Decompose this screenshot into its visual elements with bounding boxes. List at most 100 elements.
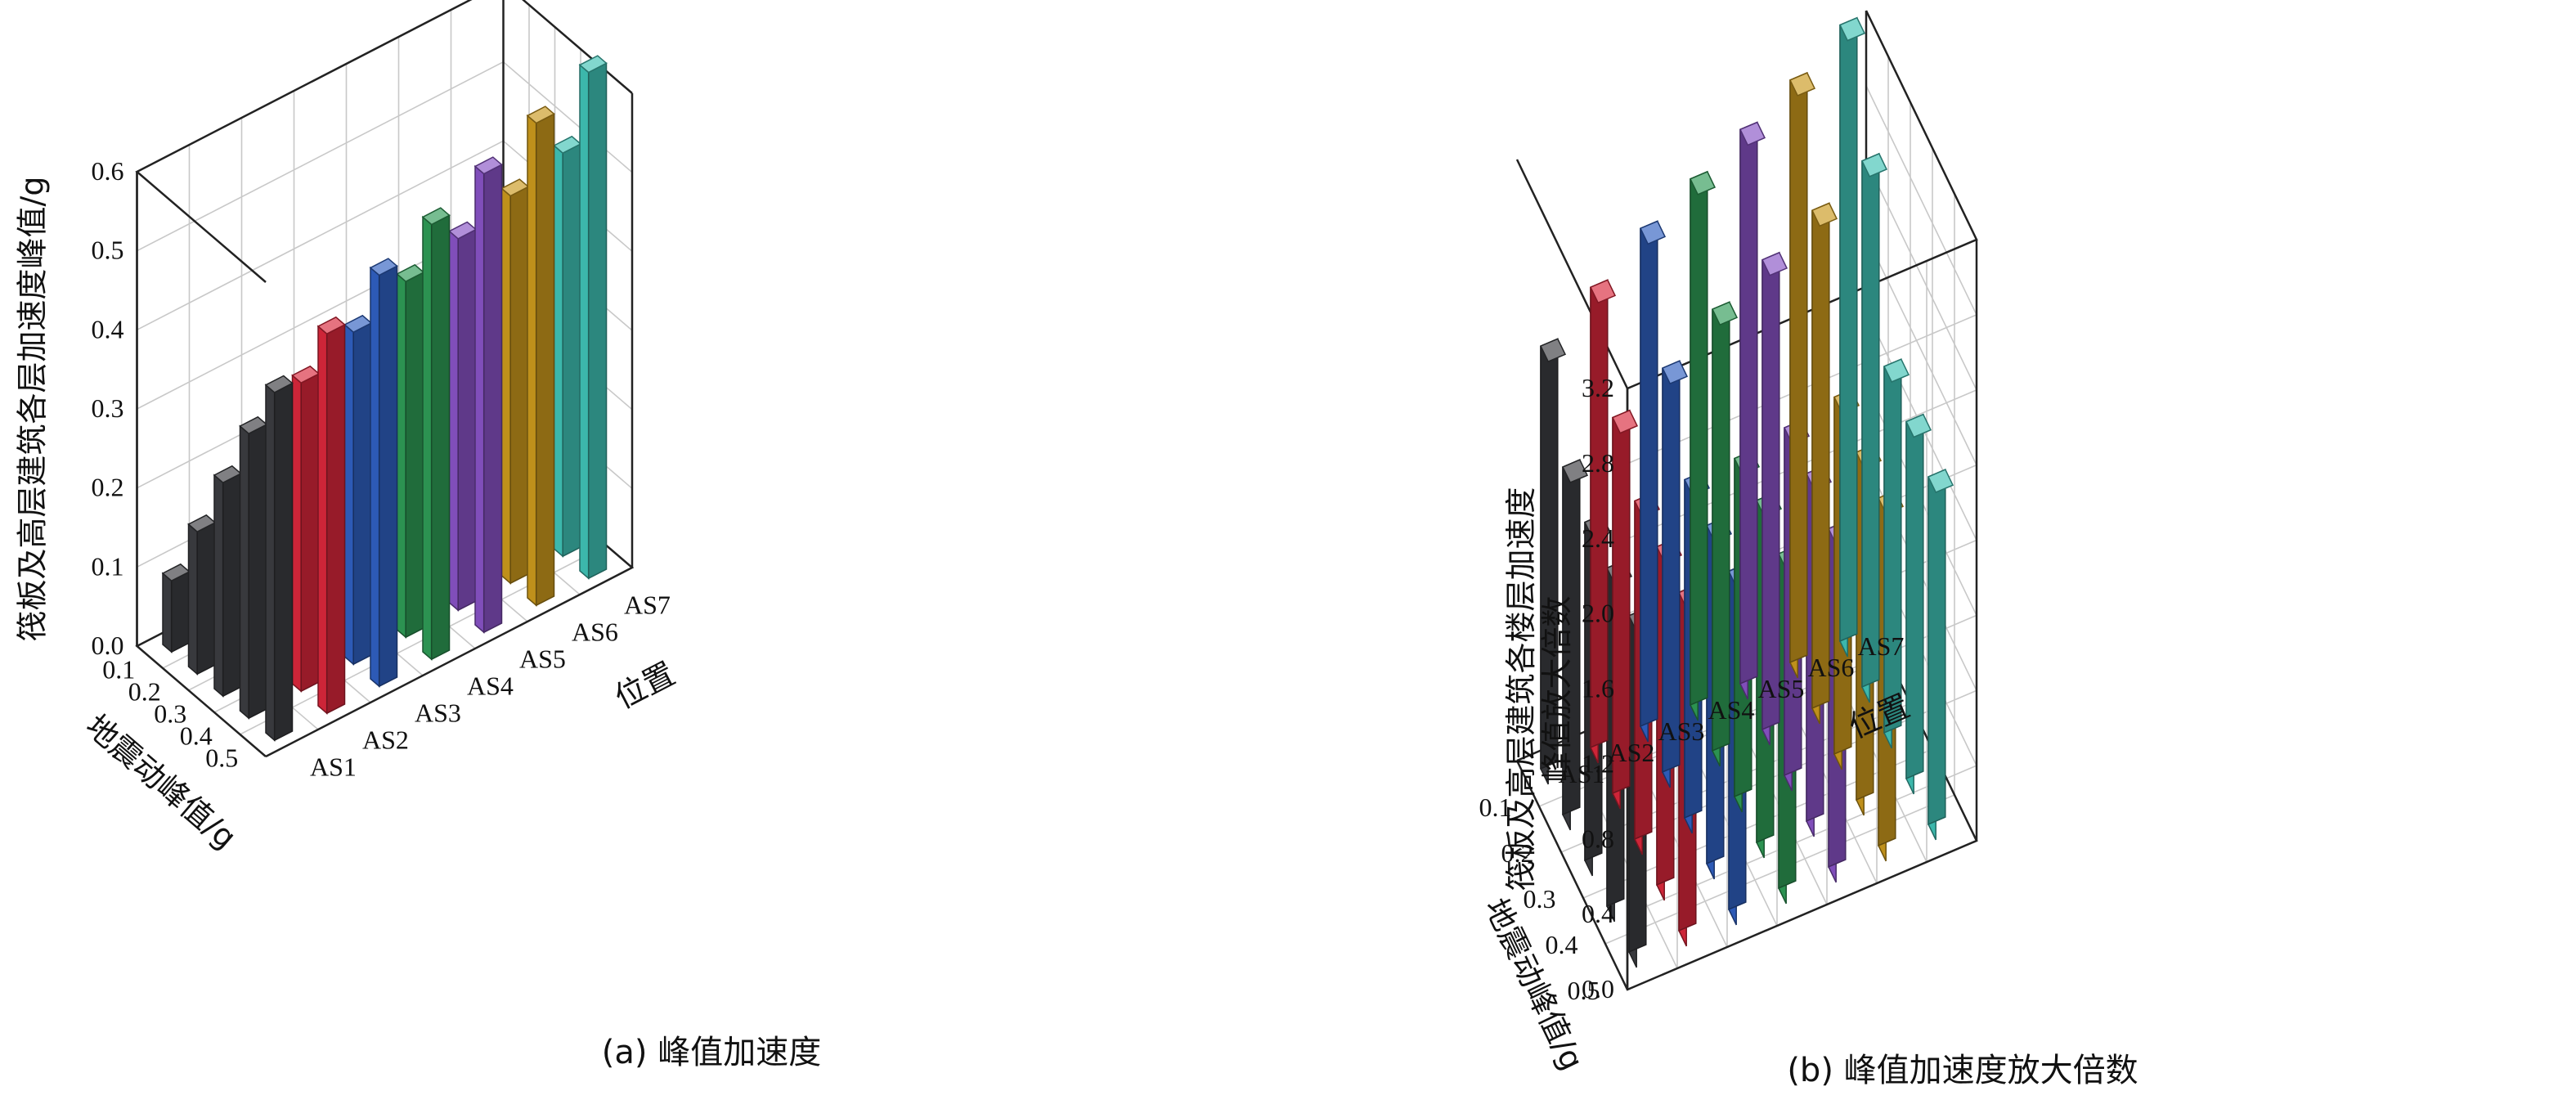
bar-face — [187, 523, 198, 676]
z-tick-label: 0.0 — [1582, 974, 1614, 1003]
x-tick-label: 0.3 — [1524, 884, 1556, 914]
bar-side — [587, 62, 608, 580]
bar-side — [430, 214, 451, 661]
bar-top — [187, 514, 217, 533]
tick-labels: 0.00.40.81.21.62.02.42.83.20.10.20.30.40… — [1479, 373, 1905, 1005]
position-tick-label: AS3 — [1658, 716, 1705, 746]
bar-top — [1639, 220, 1667, 245]
z-tick-label: 0.2 — [92, 473, 124, 502]
bar-AS2-0.5 — [316, 316, 346, 715]
position-tick-label: AS5 — [519, 644, 566, 674]
bar-top — [473, 156, 503, 175]
bar-AS7-0.4 — [553, 135, 582, 558]
bar-top — [421, 207, 451, 226]
z-tick-label: 0.4 — [92, 314, 124, 343]
z-axis-label-line: 峰值放大倍数 — [1539, 595, 1575, 782]
bar-top — [1711, 301, 1739, 326]
bar-top — [1561, 459, 1589, 483]
bar-AS1-0.1 — [1539, 338, 1567, 785]
bar-AS7-0.5 — [1927, 468, 1954, 841]
bar-side — [405, 271, 424, 639]
bar-AS1-0.2 — [1561, 458, 1589, 831]
bar-side — [1789, 71, 1808, 664]
bar-side — [1662, 360, 1681, 774]
bar-AS3-0.1 — [1639, 220, 1667, 743]
bar-AS4-0.5 — [421, 207, 451, 661]
position-tick-label: AS3 — [415, 698, 461, 728]
bar-side — [482, 164, 503, 634]
bar-face — [396, 272, 406, 639]
z-axis-label: 筏板及高层建筑各层加速度峰值/g — [15, 177, 51, 642]
tick-labels: 0.00.10.20.30.40.50.60.50.40.30.20.1AS1A… — [92, 156, 671, 782]
bar-AS5-0.1 — [1739, 121, 1766, 700]
z-tick-label: 2.8 — [1582, 448, 1614, 478]
bar-side — [248, 423, 267, 720]
bar-top — [1883, 358, 1910, 383]
bar-face — [370, 266, 380, 688]
bar-AS3-0.2 — [1661, 360, 1689, 788]
x-tick-label: 0.5 — [205, 743, 238, 773]
bar-top — [578, 55, 608, 74]
z-tick-label: 1.6 — [1582, 674, 1614, 703]
bar-side — [196, 521, 216, 676]
position-tick-label: AS7 — [1858, 631, 1905, 661]
bar-top — [1589, 279, 1617, 304]
bar-top — [1788, 72, 1816, 97]
bar-top — [343, 314, 373, 334]
caption: (a) 峰值加速度 — [602, 1034, 821, 1071]
bar-top — [500, 178, 530, 197]
bar-AS6-0.2 — [1811, 202, 1838, 725]
bar-AS2-0.4 — [291, 365, 321, 693]
bar-side — [1739, 121, 1758, 685]
bar-top — [1838, 16, 1866, 42]
bar-AS1-0.2 — [187, 514, 217, 676]
bar-face — [162, 572, 173, 653]
bar-face — [527, 114, 537, 607]
bar-side — [1690, 170, 1708, 707]
bar-top — [291, 365, 321, 384]
bar-top — [1689, 170, 1717, 195]
bar-AS6-0.1 — [1788, 71, 1816, 679]
bar-side — [1861, 152, 1880, 689]
bar-AS7-0.4 — [1905, 413, 1932, 795]
bar-AS1-0.4 — [239, 415, 268, 720]
bar-AS4-0.1 — [1689, 170, 1717, 721]
z-tick-label: 2.0 — [1582, 599, 1614, 628]
bar-side — [1883, 358, 1902, 734]
bar-AS4-0.2 — [1711, 301, 1739, 767]
z-axis-label-line: 筏板及高层建筑各层加速度峰值/g — [15, 177, 51, 642]
bar-AS5-0.4 — [448, 221, 478, 612]
bar-top — [1811, 202, 1838, 227]
bar-top — [1739, 121, 1766, 146]
z-tick-label: 0.3 — [92, 393, 124, 423]
z-tick-label: 0.1 — [92, 551, 124, 581]
bar-AS3-0.5 — [369, 258, 398, 688]
x-tick-label: 0.1 — [102, 655, 135, 685]
y-axis-label: 位置 — [609, 655, 681, 716]
bar-top — [448, 221, 478, 240]
bar-face — [239, 424, 249, 720]
bar-top — [1927, 469, 1954, 493]
bar-side — [352, 321, 372, 666]
x-tick-label: 0.5 — [1568, 976, 1600, 1005]
bar-side — [457, 228, 477, 612]
bar-AS7-0.1 — [1838, 16, 1866, 658]
bar-top — [213, 465, 242, 484]
bar-side — [1811, 202, 1830, 710]
bar-side — [562, 142, 581, 558]
z-tick-label: 0.0 — [92, 631, 124, 660]
bar-face — [500, 186, 511, 585]
bar-face — [317, 325, 328, 715]
bar-top — [239, 415, 268, 435]
z-tick-label: 1.2 — [1582, 748, 1614, 778]
position-tick-label: AS4 — [467, 671, 514, 701]
bar-side — [1905, 413, 1924, 780]
x-tick-label: 0.2 — [128, 677, 161, 707]
bar-side — [170, 570, 191, 653]
bar-side — [1712, 301, 1730, 752]
bar-AS5-0.5 — [473, 156, 503, 634]
bar-side — [1640, 220, 1658, 728]
bar-side — [222, 472, 242, 698]
x-axis-label: 地震动峰值/g — [79, 707, 243, 855]
z-tick-label: 0.8 — [1582, 824, 1614, 853]
